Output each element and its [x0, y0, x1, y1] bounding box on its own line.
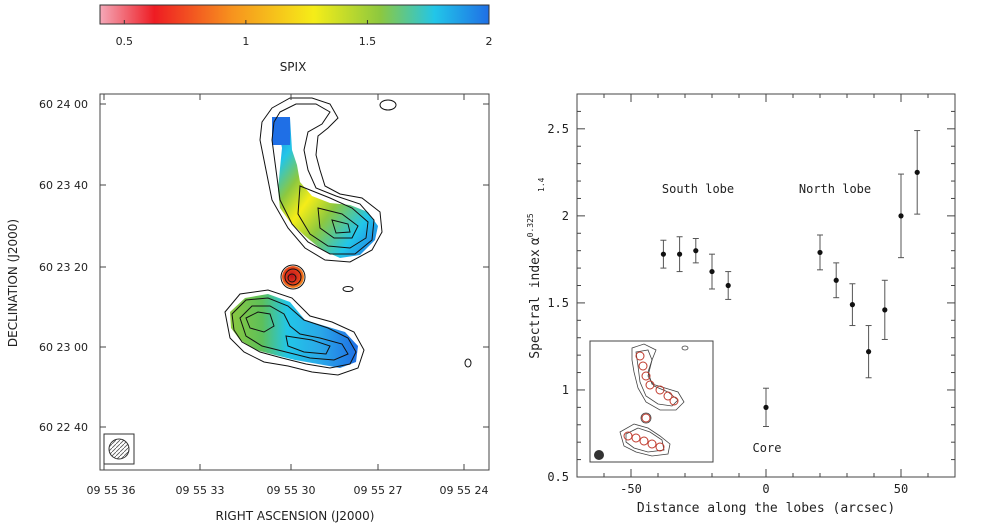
- map-xtick-labels: 09 55 36 09 55 33 09 55 30 09 55 27 09 5…: [87, 484, 489, 497]
- plot-tick-labels: -50 0 50 0.5 1 1.5 2 2.5: [547, 122, 908, 496]
- map-ytick-label: 60 24 00: [39, 98, 88, 111]
- inset-map: [589, 340, 714, 463]
- north-lobe-blue-tip: [272, 117, 290, 145]
- plot-ytick-label: 1.5: [547, 296, 569, 310]
- map-xtick-label: 09 55 33: [176, 484, 225, 497]
- data-point: [677, 251, 683, 257]
- plot-ylabel-text: Spectral index: [528, 249, 543, 359]
- map-xtick-label: 09 55 30: [267, 484, 316, 497]
- data-point: [660, 251, 667, 257]
- data-point: [882, 307, 888, 313]
- colorbar-tick-label: 2: [486, 35, 493, 48]
- plot-ylabel-alpha: α: [528, 237, 543, 245]
- data-point: [849, 302, 856, 308]
- map-ylabel: DECLINATION (J2000): [6, 219, 20, 347]
- data-point: [914, 169, 920, 175]
- plot-ytick-label: 2.5: [547, 122, 569, 136]
- map-ytick-label: 60 22 40: [39, 421, 88, 434]
- plot-ytick-label: 1: [562, 383, 569, 397]
- map-ytick-label: 60 23 40: [39, 179, 88, 192]
- plot-points: [660, 130, 921, 428]
- map-ytick-labels: 60 24 00 60 23 40 60 23 20 60 23 00 60 2…: [39, 98, 88, 434]
- plot-xtick-label: 50: [894, 482, 908, 496]
- plot-ylabel-sub: 1.4: [537, 177, 546, 192]
- map-xlabel: RIGHT ASCENSION (J2000): [216, 509, 375, 523]
- svg-text:Spectral indexα0.325: Spectral index α0.325: [526, 213, 543, 359]
- north-lobe-color: [276, 118, 378, 258]
- plot-ytick-label: 2: [562, 209, 569, 223]
- data-point: [725, 282, 731, 289]
- data-point: [709, 268, 715, 275]
- map-xtick-label: 09 55 36: [87, 484, 136, 497]
- data-point: [693, 248, 699, 254]
- plot-ylabel: Spectral index α0.325 1.4: [526, 177, 546, 358]
- map-xtick-label: 09 55 24: [440, 484, 489, 497]
- plot-xtick-label: -50: [620, 482, 642, 496]
- colorbar-gradient: [99, 4, 490, 25]
- annotation-south-lobe: South lobe: [662, 182, 734, 196]
- colorbar-tick-label: 0.5: [116, 35, 134, 48]
- contours: [224, 97, 472, 376]
- map-ytick-label: 60 23 20: [39, 261, 88, 274]
- annotation-core: Core: [753, 441, 782, 455]
- map-ytick-label: 60 23 00: [39, 341, 88, 354]
- colorbar-label: SPIX: [280, 60, 307, 74]
- plot-ytick-label: 0.5: [547, 470, 569, 484]
- data-point: [763, 404, 769, 410]
- map-xtick-label: 09 55 27: [354, 484, 403, 497]
- data-point: [866, 349, 872, 355]
- colorbar-tick-label: 1: [242, 35, 249, 48]
- plot-ticks: [577, 94, 955, 478]
- beam-ellipse: [108, 438, 130, 460]
- plot-xtick-label: 0: [762, 482, 769, 496]
- plot-ylabel-sup: 0.325: [526, 213, 535, 237]
- colorbar-ticks: 0.5 1 1.5 2: [116, 20, 493, 48]
- colorbar-tick-label: 1.5: [359, 35, 377, 48]
- plot-xlabel: Distance along the lobes (arcsec): [637, 501, 895, 516]
- annotation-north-lobe: North lobe: [799, 182, 871, 196]
- data-point: [817, 249, 823, 256]
- map-ticks: [100, 94, 489, 470]
- data-point: [898, 213, 904, 219]
- data-point: [833, 277, 839, 283]
